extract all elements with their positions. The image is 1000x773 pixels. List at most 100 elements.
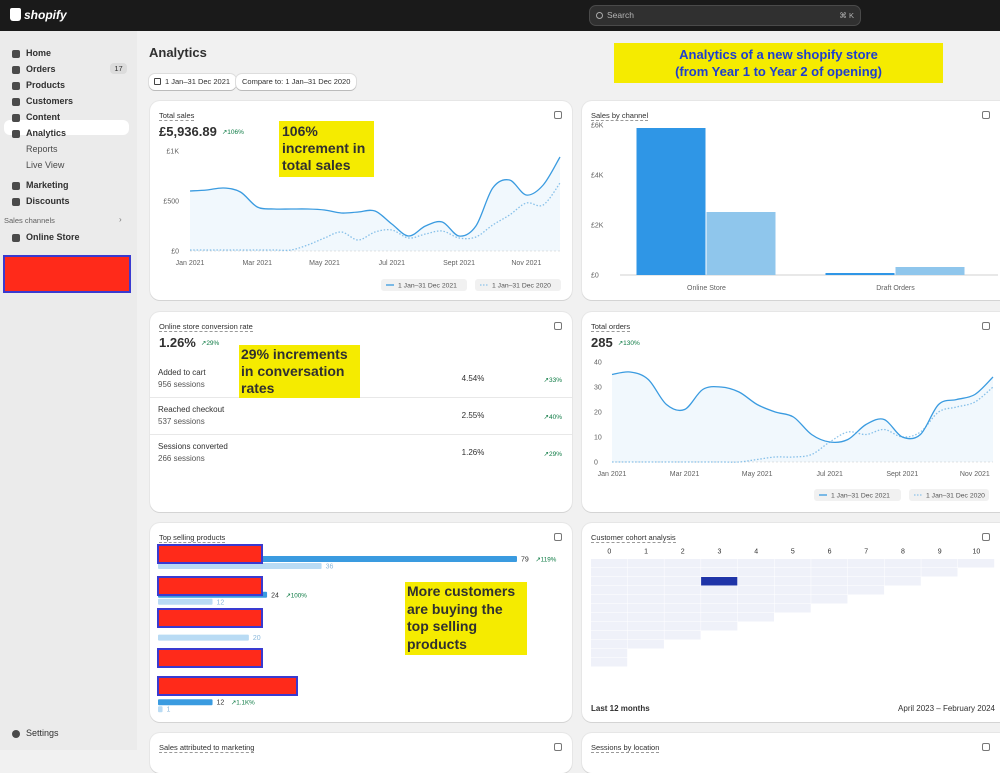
divider bbox=[150, 434, 572, 435]
chevron[interactable]: › bbox=[119, 215, 122, 224]
badge: 17 bbox=[110, 63, 127, 74]
sessions: 956 sessions bbox=[158, 380, 205, 389]
nav-icon bbox=[12, 82, 20, 90]
card-title: Online store conversion rate bbox=[159, 322, 253, 332]
inspect-icon[interactable] bbox=[554, 533, 562, 541]
nav-icon bbox=[12, 198, 20, 206]
card: Online store conversion rate 1.26% ↗29% A… bbox=[150, 312, 572, 512]
card: Total orders 285 ↗130% bbox=[582, 312, 1000, 512]
inspect-icon[interactable] bbox=[982, 533, 990, 541]
nav-icon bbox=[12, 98, 20, 106]
nav-item[interactable]: Live View bbox=[26, 160, 65, 170]
divider bbox=[150, 397, 572, 398]
redaction bbox=[157, 676, 298, 696]
annotation-line: top selling bbox=[407, 618, 477, 634]
rate: 2.55% bbox=[461, 411, 485, 420]
inspect-icon[interactable] bbox=[554, 322, 562, 330]
card-title: Sales attributed to marketing bbox=[159, 743, 255, 753]
inspect-icon[interactable] bbox=[982, 322, 990, 330]
search-icon bbox=[596, 12, 603, 19]
nav-icon bbox=[12, 50, 20, 58]
redaction bbox=[157, 544, 263, 564]
card-title: Sessions by location bbox=[591, 743, 660, 753]
step-label: Added to cart bbox=[158, 368, 206, 377]
nav-icon bbox=[12, 114, 20, 122]
nav-item[interactable]: Content bbox=[26, 112, 60, 122]
annotation-line: products bbox=[407, 635, 467, 652]
metric: £5,936.89 ↗106% bbox=[159, 124, 244, 139]
nav-item[interactable]: Analytics bbox=[26, 128, 67, 138]
card: Sessions by location bbox=[582, 733, 1000, 773]
logo[interactable]: shopify bbox=[24, 8, 67, 22]
metric-value: 1.26% bbox=[159, 335, 196, 350]
card: Customer cohort analysis Last 12 months … bbox=[582, 523, 1000, 722]
metric-value: 285 bbox=[591, 335, 613, 350]
settings[interactable]: Settings bbox=[26, 728, 59, 738]
nav-item[interactable]: Home bbox=[26, 48, 52, 58]
redaction bbox=[157, 608, 263, 628]
annotation-line: are buying the bbox=[407, 600, 503, 617]
sidebar: Home Orders 17 Products Customers Content Anal… bbox=[0, 31, 137, 750]
nav-icon bbox=[12, 66, 20, 74]
store-icon bbox=[12, 234, 20, 242]
nav-item[interactable]: Discounts bbox=[26, 196, 70, 206]
metric-change: ↗106% bbox=[221, 129, 244, 136]
step-label: Reached checkout bbox=[158, 405, 225, 414]
shortcut: ⌘ K bbox=[839, 11, 854, 20]
card-title: Customer cohort analysis bbox=[591, 533, 676, 543]
card-title: Total orders bbox=[591, 322, 631, 332]
card-title: Sales by channel bbox=[591, 111, 649, 121]
annotation-line: increment in bbox=[282, 140, 366, 156]
step-label: Sessions converted bbox=[158, 442, 228, 451]
nav-icon bbox=[12, 130, 20, 138]
date-range: April 2023 – February 2024 bbox=[898, 704, 995, 713]
funnel-row: Sessions converted 266 sessions 1.26% ↗29% bbox=[150, 442, 572, 472]
redaction bbox=[157, 648, 263, 668]
card-title: Total sales bbox=[159, 111, 195, 121]
redaction bbox=[3, 255, 131, 293]
metric-change: ↗29% bbox=[200, 340, 220, 347]
nav-item[interactable]: Marketing bbox=[26, 180, 69, 190]
annotation-line: 29% increments bbox=[241, 346, 348, 362]
compare-button[interactable]: Compare to: 1 Jan–31 Dec 2020 bbox=[236, 74, 357, 90]
metric: 1.26% ↗29% bbox=[159, 335, 219, 350]
nav-item[interactable]: Products bbox=[26, 80, 66, 90]
nav-item[interactable]: Reports bbox=[26, 144, 58, 154]
compare-range: Compare to: 1 Jan–31 Dec 2020 bbox=[242, 77, 351, 86]
nav-icon bbox=[12, 182, 20, 190]
active-highlight bbox=[4, 120, 129, 135]
nav-item[interactable]: Online Store bbox=[26, 232, 80, 242]
annotation-line: Analytics of a new shopify store bbox=[679, 47, 878, 62]
change: ↗40% bbox=[543, 414, 562, 421]
annotation-line: in conversation bbox=[241, 363, 345, 379]
annotation-line: More customers bbox=[407, 583, 516, 599]
top-bar: shopify Search ⌘ K bbox=[0, 0, 1000, 31]
metric: 285 ↗130% bbox=[591, 335, 640, 350]
annotation-line: (from Year 1 to Year 2 of opening) bbox=[675, 64, 882, 79]
metric-change: ↗130% bbox=[617, 340, 640, 347]
annotation: Analytics of a new shopify store (from Y… bbox=[614, 43, 943, 83]
card: Sales by channel bbox=[582, 101, 1000, 300]
settings-icon bbox=[12, 730, 20, 738]
sessions: 537 sessions bbox=[158, 417, 205, 426]
annotation: More customers are buying the top sellin… bbox=[405, 582, 527, 655]
section-title: Sales channels bbox=[4, 216, 55, 225]
annotation: 106% increment in total sales bbox=[279, 121, 374, 177]
annotation-line: total sales bbox=[282, 157, 351, 173]
date-button[interactable]: 1 Jan–31 Dec 2021 bbox=[149, 74, 237, 90]
sessions: 266 sessions bbox=[158, 454, 205, 463]
inspect-icon[interactable] bbox=[554, 111, 562, 119]
search-box[interactable]: Search ⌘ K bbox=[589, 5, 861, 26]
annotation: 29% increments in conversation rates bbox=[239, 345, 360, 398]
nav-item[interactable]: Customers bbox=[26, 96, 74, 106]
rate: 1.26% bbox=[461, 448, 485, 457]
inspect-icon[interactable] bbox=[982, 111, 990, 119]
change: ↗29% bbox=[543, 451, 562, 458]
funnel-row: Added to cart 956 sessions 4.54% ↗33% bbox=[150, 368, 572, 398]
card: Sales attributed to marketing bbox=[150, 733, 572, 773]
logo-icon bbox=[10, 8, 21, 21]
search-placeholder: Search bbox=[607, 10, 634, 20]
nav-item[interactable]: Orders bbox=[26, 64, 56, 74]
metric-value: £5,936.89 bbox=[159, 124, 217, 139]
